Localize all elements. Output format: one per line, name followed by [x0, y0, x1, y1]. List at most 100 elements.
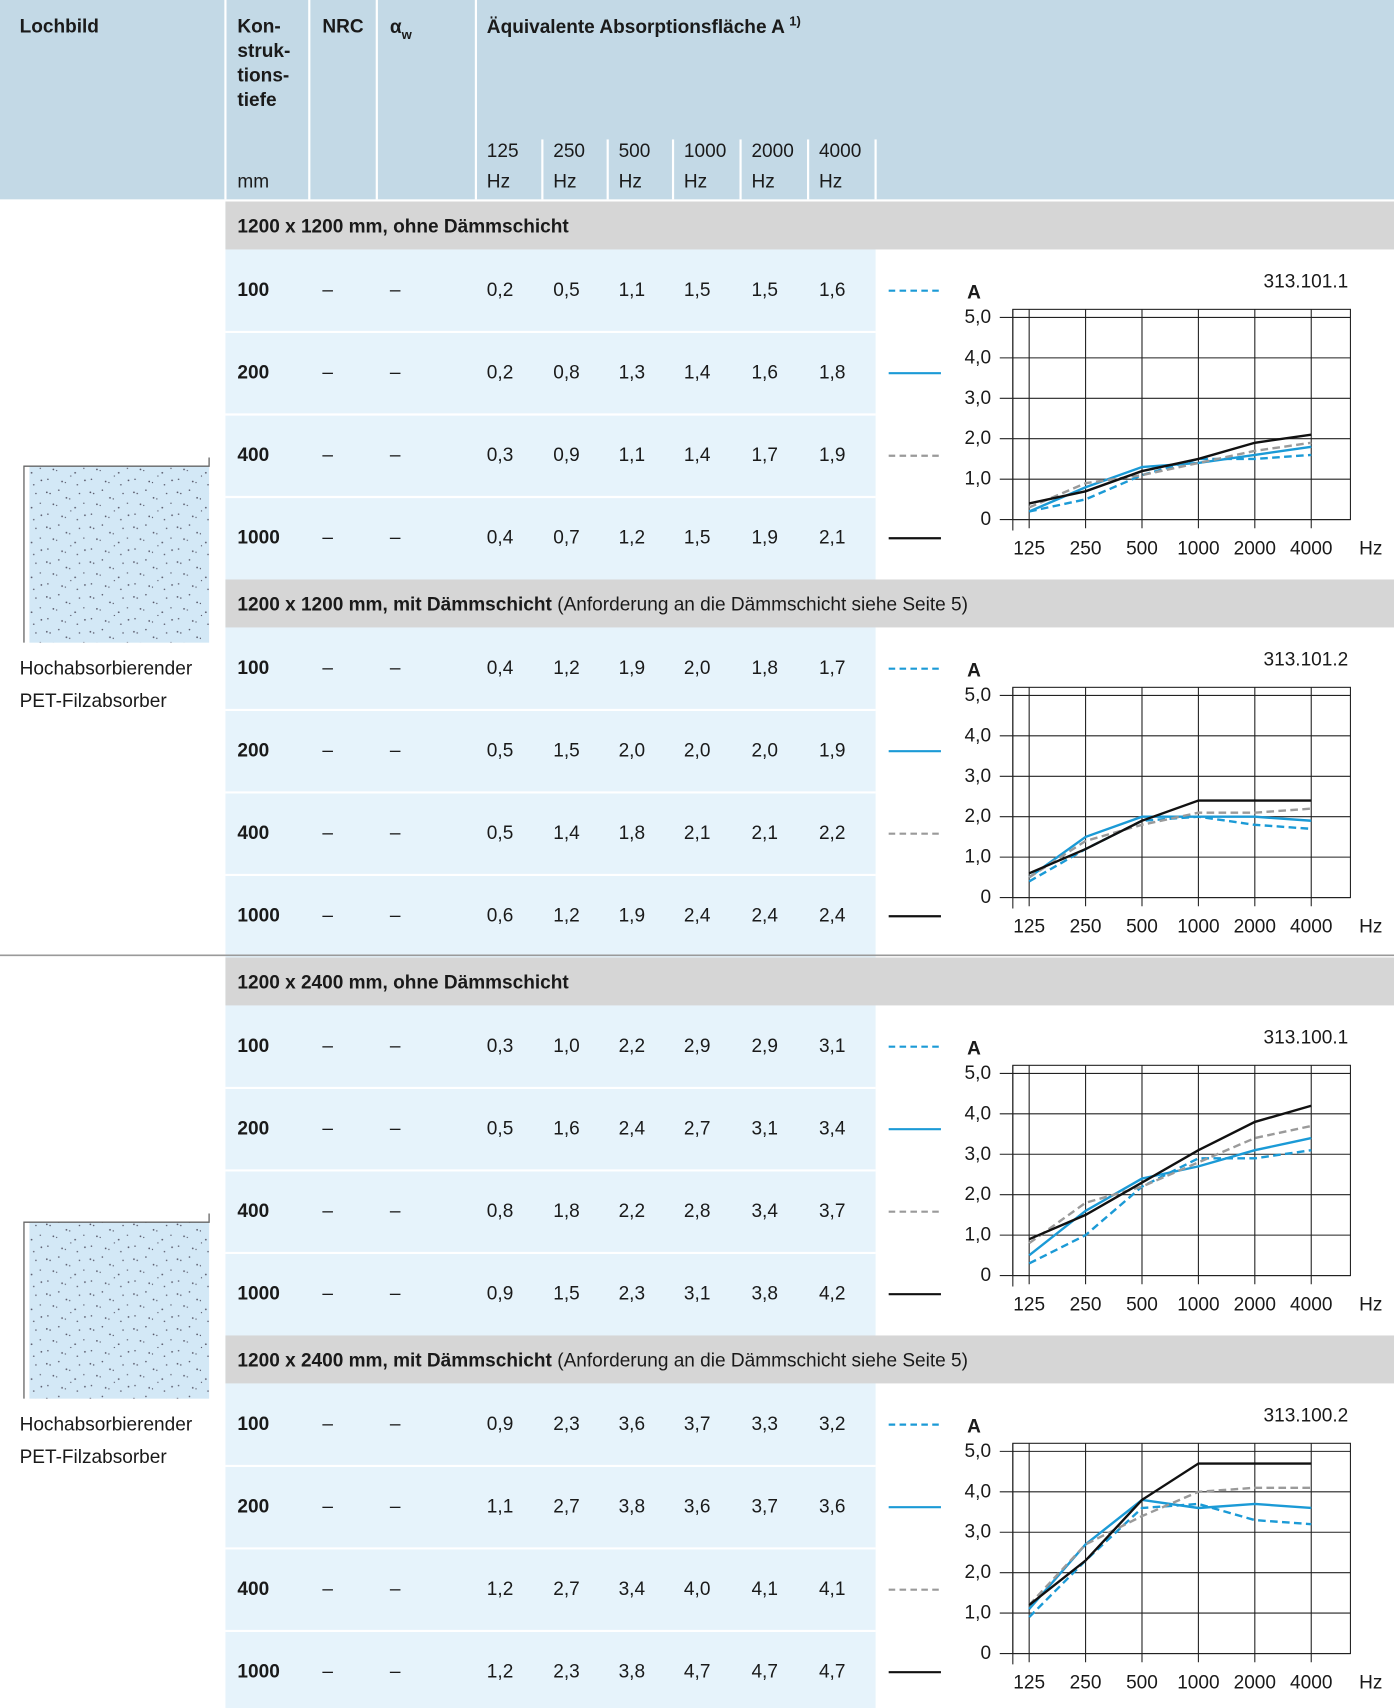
nrc-cell: –	[322, 528, 333, 549]
value-cell: 2,8	[684, 1201, 710, 1222]
value-cell: 2,3	[619, 1284, 645, 1305]
x-tick-label: 1000	[1177, 1294, 1219, 1315]
value-cell: 0,2	[487, 363, 513, 384]
frequency-value: 500	[619, 141, 651, 162]
value-cell: 1,6	[751, 363, 777, 384]
value-cell: 2,3	[553, 1662, 579, 1683]
y-tick-label: 1,0	[965, 469, 991, 490]
plot-area	[1012, 1442, 1351, 1655]
value-cell: 0,5	[487, 1119, 513, 1140]
nrc-cell: –	[322, 280, 333, 301]
depth-cell: 200	[237, 1497, 269, 1518]
depth-cell: 1000	[237, 1284, 279, 1305]
value-cell: 4,2	[819, 1284, 845, 1305]
section-title-main: 1200 x 2400 mm, ohne Dämmschicht	[237, 972, 569, 993]
section-bar	[225, 1335, 1394, 1384]
section-title-main: 1200 x 1200 mm, mit Dämmschicht	[237, 594, 552, 615]
depth-cell: 200	[237, 1119, 269, 1140]
frequency-unit: Hz	[487, 171, 510, 192]
series-line	[1028, 1502, 1312, 1618]
x-tick-label: 250	[1070, 916, 1102, 937]
value-cell: 3,7	[751, 1497, 777, 1518]
header-label: Lochbild	[20, 17, 99, 38]
alpha-cell: –	[390, 528, 401, 549]
alpha-cell: –	[390, 1201, 401, 1222]
depth-cell: 400	[237, 1579, 269, 1600]
alpha-cell: –	[390, 906, 401, 927]
series-line	[1028, 1498, 1312, 1610]
value-cell: 2,1	[684, 823, 710, 844]
frequency-unit: Hz	[553, 171, 576, 192]
value-cell: 1,2	[487, 1579, 513, 1600]
y-tick-label: 5,0	[965, 1063, 991, 1084]
value-cell: 2,9	[751, 1036, 777, 1057]
value-cell: 2,0	[684, 658, 710, 679]
frequency-unit: Hz	[751, 171, 774, 192]
y-tick-label: 0	[980, 887, 991, 908]
alpha-cell: –	[390, 1497, 401, 1518]
x-tick-label: 125	[1013, 1672, 1045, 1693]
x-tick-label: 4000	[1290, 538, 1332, 559]
value-cell: 3,6	[819, 1497, 845, 1518]
value-cell: 1,0	[553, 1036, 579, 1057]
y-tick-label: 3,0	[965, 1144, 991, 1165]
depth-cell: 1000	[237, 528, 279, 549]
y-axis-label: A	[967, 1416, 981, 1437]
nrc-cell: –	[322, 1579, 333, 1600]
felt-image	[29, 466, 210, 643]
alpha-cell: –	[390, 1662, 401, 1683]
value-cell: 3,8	[751, 1284, 777, 1305]
value-cell: 2,1	[751, 823, 777, 844]
absorption-title: Äquivalente Absorptionsfläche A	[487, 17, 785, 38]
y-tick-label: 4,0	[965, 1481, 991, 1502]
value-cell: 4,1	[751, 1579, 777, 1600]
x-tick-label: 125	[1013, 1294, 1045, 1315]
nrc-cell: –	[322, 1284, 333, 1305]
plot-area	[1012, 686, 1351, 899]
value-cell: 3,8	[619, 1497, 645, 1518]
y-tick-label: 5,0	[965, 685, 991, 706]
value-cell: 2,7	[553, 1497, 579, 1518]
value-cell: 1,4	[684, 445, 711, 466]
value-cell: 1,9	[751, 528, 777, 549]
value-cell: 2,4	[819, 906, 846, 927]
value-cell: 0,4	[487, 658, 514, 679]
value-cell: 0,7	[553, 528, 579, 549]
depth-cell: 100	[237, 280, 269, 301]
value-cell: 4,1	[819, 1579, 845, 1600]
value-cell: 0,5	[487, 741, 513, 762]
frequency-value: 1000	[684, 141, 726, 162]
section-title: 1200 x 1200 mm, ohne Dämmschicht	[237, 216, 569, 237]
nrc-cell: –	[322, 1662, 333, 1683]
caption: PET-Filzabsorber	[20, 1447, 168, 1468]
x-tick-label: 250	[1070, 538, 1102, 559]
y-axis-label: A	[967, 1038, 981, 1059]
value-cell: 2,2	[619, 1036, 645, 1057]
alpha-cell: –	[390, 280, 401, 301]
x-tick-label: 500	[1126, 538, 1158, 559]
y-tick-label: 3,0	[965, 766, 991, 787]
value-cell: 1,5	[684, 528, 710, 549]
nrc-cell: –	[322, 823, 333, 844]
header-unit: mm	[237, 171, 269, 192]
value-cell: 1,8	[553, 1201, 579, 1222]
y-tick-label: 2,0	[965, 428, 991, 449]
value-cell: 2,4	[619, 1119, 646, 1140]
depth-cell: 100	[237, 1414, 269, 1435]
plot-area	[1012, 308, 1351, 521]
value-cell: 1,8	[751, 658, 777, 679]
value-cell: 2,7	[684, 1119, 710, 1140]
value-cell: 1,6	[819, 280, 845, 301]
value-cell: 3,6	[684, 1497, 710, 1518]
footnote-marker: 1)	[789, 13, 801, 28]
header-label: tions-	[237, 66, 289, 87]
alpha: α	[390, 17, 402, 38]
value-cell: 1,7	[819, 658, 845, 679]
value-cell: 1,5	[751, 280, 777, 301]
value-cell: 1,9	[819, 445, 845, 466]
alpha-cell: –	[390, 823, 401, 844]
value-cell: 1,2	[619, 528, 645, 549]
depth-cell: 200	[237, 741, 269, 762]
x-tick-label: 500	[1126, 916, 1158, 937]
series-line	[1028, 441, 1312, 509]
